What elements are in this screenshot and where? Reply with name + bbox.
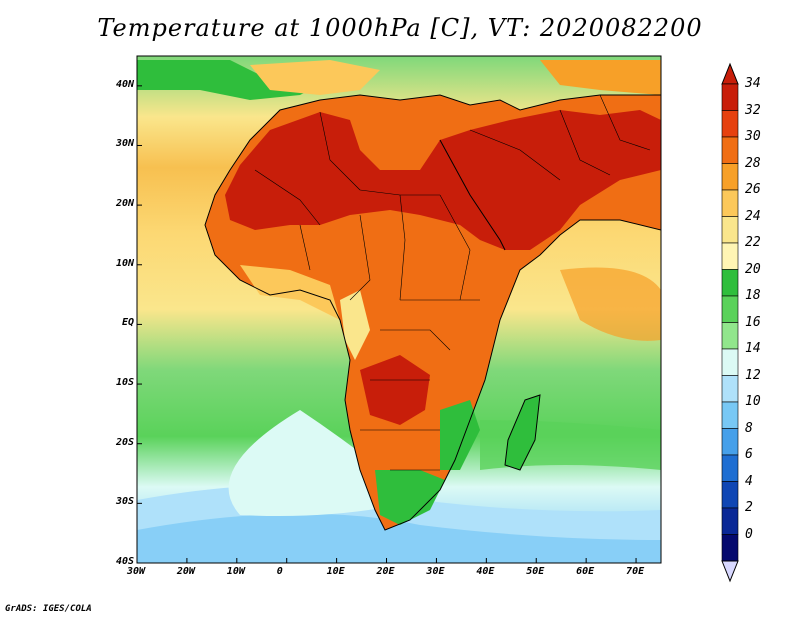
colorbar-swatch: [721, 269, 739, 297]
madagascar: [504, 394, 541, 471]
colorbar-level-label: 2: [745, 500, 753, 515]
lat-tick-label: 40N: [115, 78, 134, 90]
grads-credit: GrADS: IGES/COLA: [5, 604, 92, 614]
plot-frame: [136, 55, 662, 564]
colorbar-level-label: 22: [745, 235, 761, 250]
colorbar-swatch: [721, 110, 739, 138]
lat-tick-label: 20N: [115, 198, 134, 210]
lon-tick-label: 20W: [176, 566, 195, 577]
colorbar-swatch: [721, 348, 739, 376]
lat-tick-label: EQ: [121, 317, 134, 329]
colorbar-level-label: 26: [745, 182, 761, 197]
colorbar-top-arrow: [721, 62, 739, 85]
map-title: Temperature at 1000hPa [C], VT: 20200822…: [97, 14, 703, 42]
colorbar-swatch: [721, 295, 739, 323]
east-africa-green: [440, 400, 480, 470]
congo-band: [340, 290, 370, 360]
colorbar-level-label: 10: [745, 394, 761, 409]
colorbar-swatch: [721, 454, 739, 482]
colorbar-bottom-arrow: [721, 560, 739, 583]
lon-tick-label: 10W: [226, 566, 245, 577]
red-sea-coast: [439, 139, 506, 251]
sahel-band: [240, 265, 340, 320]
colorbar-swatch: [721, 507, 739, 535]
lon-tick-label: 70E: [626, 566, 645, 577]
warm-indian-ocean: [560, 267, 661, 341]
central-asia-warm: [540, 60, 661, 95]
colorbar-swatch: [721, 83, 739, 111]
colorbar-swatch: [721, 136, 739, 164]
colorbar-level-label: 14: [745, 341, 761, 356]
colorbar-level-label: 8: [745, 420, 753, 436]
hot-desert-core: [225, 110, 661, 250]
south-africa-green: [375, 470, 445, 525]
lon-tick-label: 60E: [576, 566, 595, 577]
colorbar: [721, 62, 739, 583]
lon-tick-label: 20E: [376, 566, 395, 577]
lat-tick-label: 40S: [115, 556, 134, 567]
lon-tick-label: 50E: [526, 566, 545, 577]
colorbar-level-label: 20: [745, 261, 761, 277]
colorbar-swatch: [721, 428, 739, 456]
country-borders: [254, 94, 651, 471]
colorbar-swatch: [721, 189, 739, 217]
lon-tick-label: 30E: [426, 566, 445, 577]
colorbar-level-label: 6: [745, 447, 753, 462]
colorbar-swatch: [721, 481, 739, 509]
lat-tick-label: 30S: [115, 496, 134, 508]
coastline: [204, 94, 661, 531]
lat-tick-label: 20S: [115, 436, 134, 448]
colorbar-level-label: 30: [745, 129, 761, 144]
colorbar-swatch: [721, 163, 739, 191]
colorbar-swatch: [721, 242, 739, 270]
colorbar-swatch: [721, 216, 739, 244]
colorbar-level-label: 28: [745, 155, 761, 171]
colorbar-level-label: 4: [745, 473, 753, 489]
colder-ocean-band: [137, 513, 661, 563]
colorbar-level-label: 12: [745, 367, 761, 383]
lat-tick-label: 10S: [115, 377, 134, 389]
lat-tick-label: 30N: [115, 138, 134, 150]
colorbar-level-label: 24: [745, 208, 761, 224]
lon-ticks: [136, 558, 637, 563]
colorbar-swatch: [721, 322, 739, 350]
southern-hot-core: [360, 355, 430, 425]
lon-tick-label: 30W: [127, 566, 146, 577]
lon-tick-label: 0: [276, 566, 283, 577]
colorbar-level-label: 34: [745, 76, 761, 91]
colorbar-level-label: 18: [745, 288, 761, 303]
colorbar-level-label: 16: [745, 314, 761, 330]
colorbar-swatch: [721, 401, 739, 429]
colorbar-swatch: [721, 534, 739, 562]
colorbar-swatch: [721, 375, 739, 403]
lat-ticks: [137, 85, 142, 564]
lat-tick-label: 10N: [115, 257, 134, 269]
iberia-warm: [250, 60, 380, 95]
colorbar-level-label: 0: [745, 526, 753, 542]
colorbar-level-label: 32: [745, 102, 761, 118]
lon-tick-label: 10E: [326, 566, 345, 577]
lon-tick-label: 40E: [476, 566, 495, 577]
